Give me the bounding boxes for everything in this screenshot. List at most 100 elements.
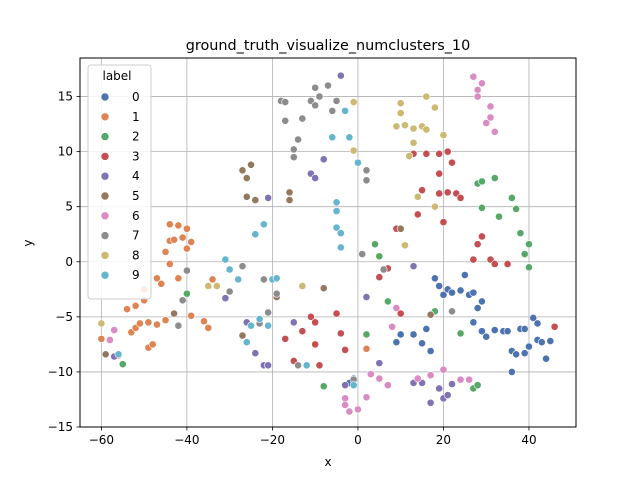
scatter-point — [221, 294, 230, 303]
scatter-point — [315, 92, 324, 101]
legend-label: 7 — [132, 229, 140, 243]
scatter-point — [242, 192, 251, 201]
scatter-point — [422, 149, 431, 158]
scatter-point — [469, 288, 478, 297]
scatter-point — [430, 274, 439, 283]
scatter-point — [392, 304, 401, 312]
legend-item-2: 2 — [100, 130, 140, 144]
scatter-point — [182, 244, 191, 253]
scatter-point — [178, 233, 187, 242]
scatter-point — [435, 169, 444, 178]
scatter-point — [413, 192, 422, 201]
scatter-point — [259, 220, 268, 229]
scatter-point — [388, 322, 397, 331]
scatter-point — [396, 99, 405, 108]
scatter-point — [332, 207, 341, 216]
scatter-point — [349, 98, 358, 106]
scatter-point — [422, 125, 431, 134]
scatter-point — [383, 297, 392, 306]
scatter-point — [259, 275, 268, 284]
x-tick-label: 40 — [521, 433, 536, 447]
scatter-point — [97, 334, 106, 343]
scatter-point — [153, 274, 161, 283]
legend-label: 1 — [132, 110, 140, 124]
scatter-point — [349, 381, 358, 390]
scatter-point — [490, 260, 499, 268]
scatter-point — [520, 349, 529, 358]
scatter-point — [336, 71, 345, 80]
scatter-point — [456, 193, 465, 202]
scatter-point — [302, 361, 311, 370]
scatter-point — [170, 309, 178, 318]
y-tick-label: 0 — [65, 255, 73, 269]
legend-label: 0 — [132, 90, 140, 104]
scatter-point — [469, 255, 478, 264]
scatter-point — [478, 297, 486, 306]
x-tick-label: −40 — [174, 433, 199, 447]
scatter-point — [332, 223, 341, 232]
scatter-point — [294, 135, 302, 144]
scatter-point — [148, 340, 157, 349]
scatter-point — [182, 224, 191, 233]
scatter-point — [490, 174, 499, 182]
scatter-point — [336, 329, 345, 338]
scatter-point — [439, 290, 448, 299]
scatter-point — [114, 350, 123, 359]
scatter-point — [542, 354, 550, 363]
scatter-point — [225, 287, 234, 296]
x-tick-label: −20 — [260, 433, 285, 447]
scatter-point — [242, 174, 251, 182]
scatter-point — [375, 374, 384, 383]
scatter-point — [315, 361, 324, 370]
scatter-point — [306, 312, 315, 321]
scatter-point — [413, 374, 422, 383]
scatter-point — [422, 92, 431, 101]
series-4 — [110, 71, 456, 407]
scatter-point — [439, 218, 448, 227]
x-axis-label: x — [324, 455, 331, 469]
scatter-point — [448, 380, 456, 388]
scatter-point — [525, 240, 533, 249]
scatter-point — [490, 326, 499, 334]
scatter-point — [392, 338, 401, 347]
scatter-point — [354, 158, 362, 167]
series-9 — [114, 106, 362, 390]
scatter-point — [486, 113, 495, 122]
axes-frame — [79, 57, 577, 428]
scatter-point — [135, 319, 144, 328]
scatter-point — [503, 327, 512, 336]
scatter-point — [362, 330, 371, 339]
scatter-point — [366, 370, 375, 379]
scatter-point — [289, 145, 298, 154]
series-7 — [174, 81, 456, 384]
scatter-point — [204, 282, 213, 290]
scatter-point — [520, 325, 529, 333]
scatter-point — [182, 289, 191, 298]
scatter-point — [426, 398, 435, 407]
scatter-point — [456, 286, 465, 295]
scatter-point — [328, 106, 337, 115]
scatter-point — [396, 330, 405, 339]
scatter-point — [336, 229, 345, 238]
scatter-point — [131, 301, 140, 310]
scatter-point — [456, 329, 465, 338]
scatter-point — [422, 325, 431, 333]
scatter-point — [396, 309, 405, 318]
legend-item-6: 6 — [100, 209, 140, 223]
scatter-point — [490, 127, 499, 136]
legend-items: 0 1 2 3 4 5 6 7 8 9 — [100, 90, 140, 282]
scatter-point — [165, 260, 174, 268]
scatter-point — [456, 375, 465, 384]
scatter-point — [550, 322, 559, 331]
legend-label: 5 — [132, 189, 140, 203]
scatter-point — [281, 334, 290, 343]
scatter-point — [478, 327, 486, 336]
scatter-point — [426, 371, 435, 380]
scatter-point — [507, 193, 516, 202]
scatter-point — [208, 275, 217, 284]
scatter-point — [123, 305, 131, 314]
scatter-point — [264, 193, 273, 202]
scatter-point — [311, 83, 320, 92]
scatter-point — [247, 321, 255, 330]
scatter-point — [426, 347, 435, 355]
